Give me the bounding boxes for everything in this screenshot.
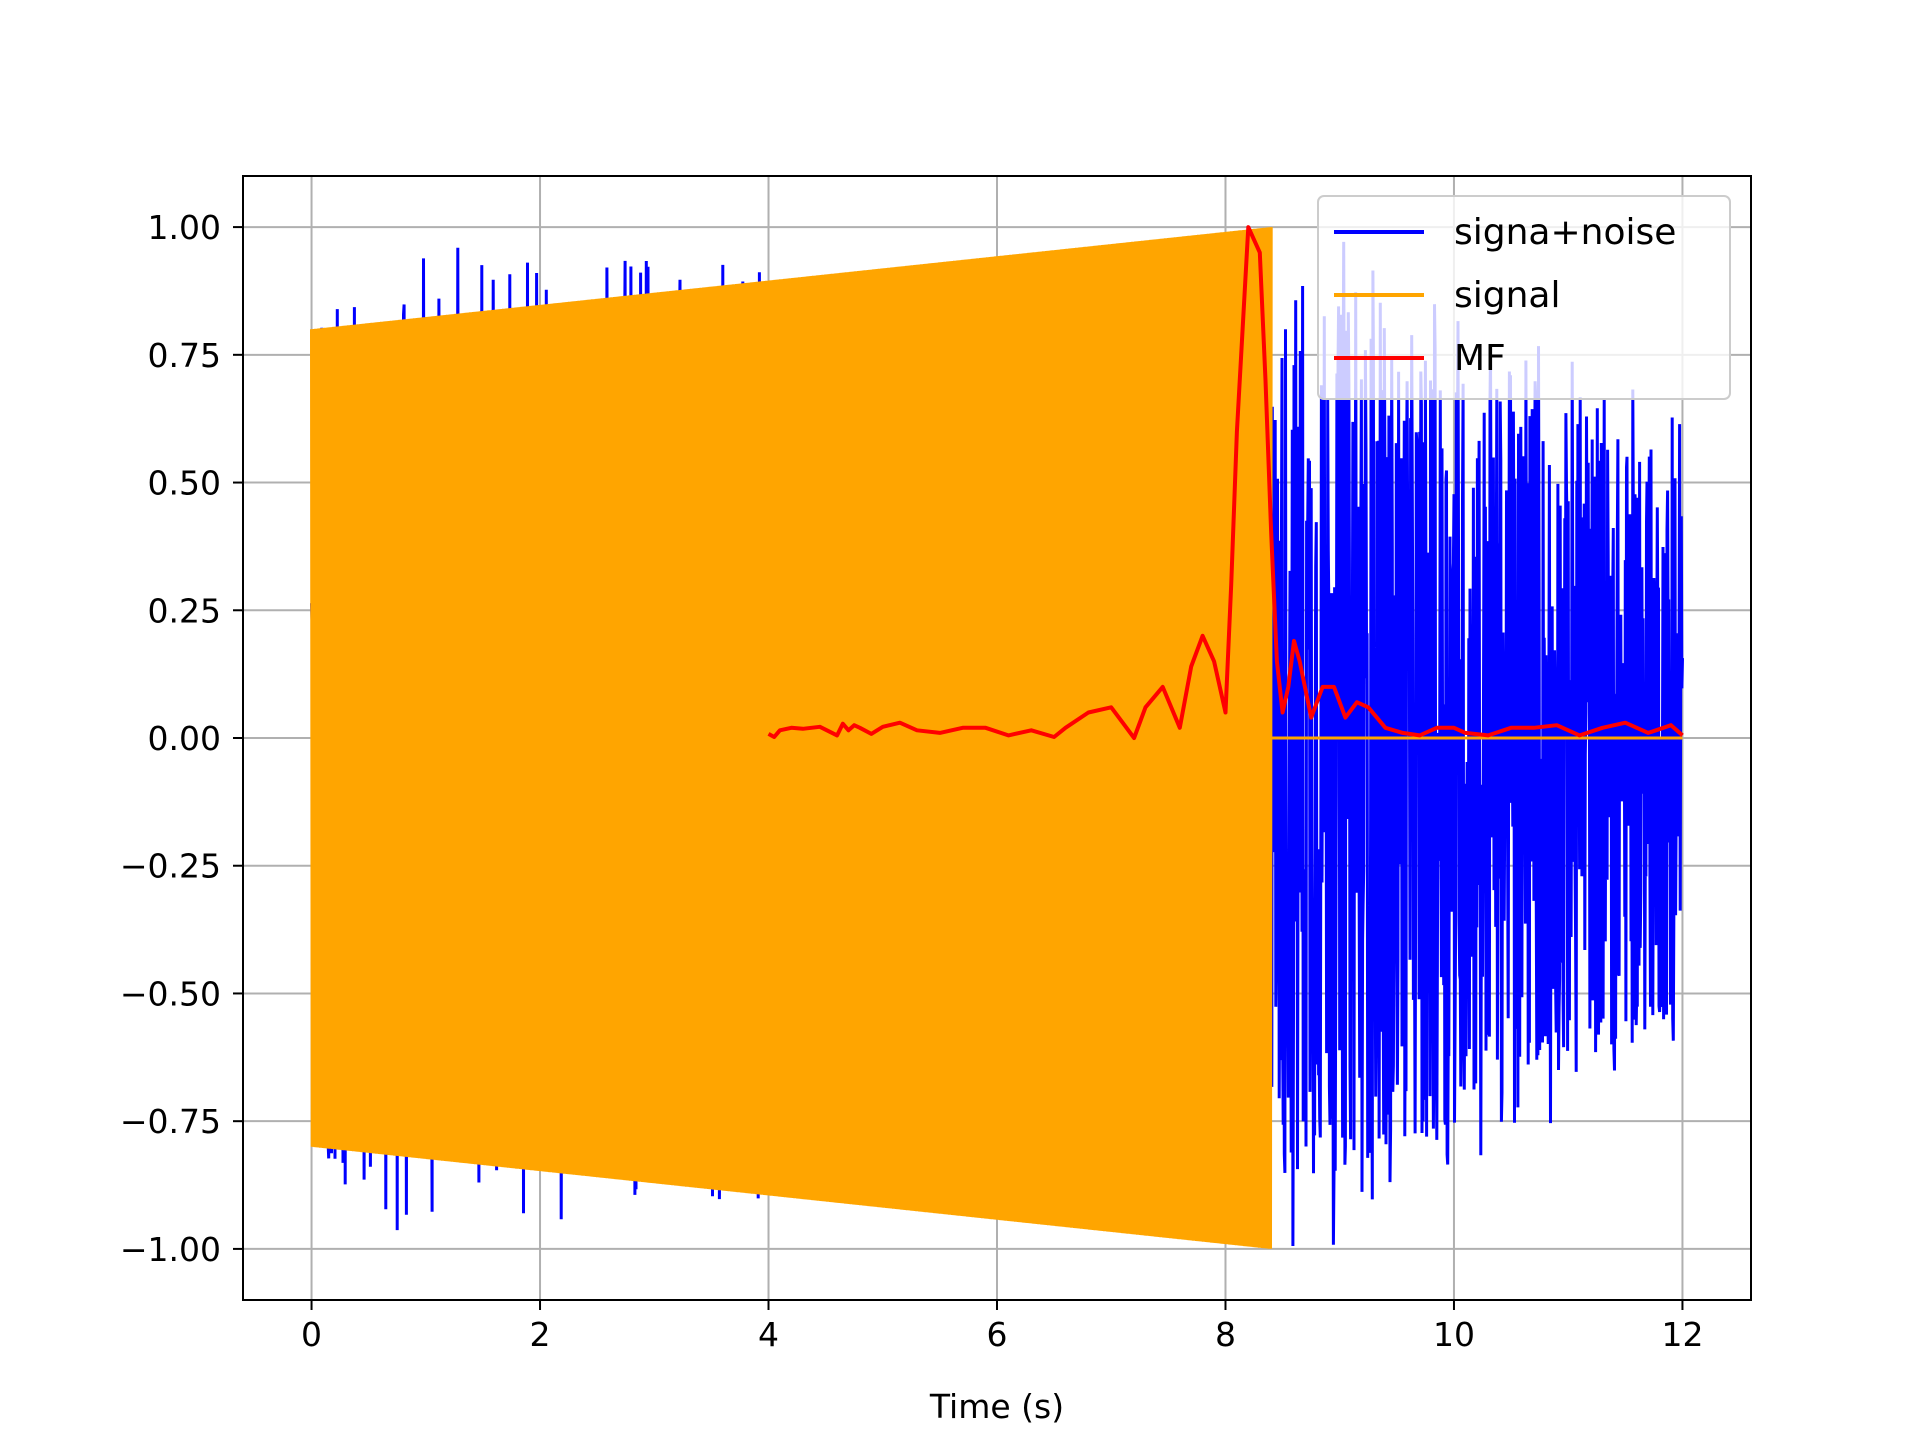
legend: signa+noise signal MF: [1317, 195, 1731, 400]
x-tick-label: 2: [530, 1315, 551, 1354]
x-tick-label: 10: [1433, 1315, 1475, 1354]
legend-label-signal: signal: [1454, 275, 1561, 316]
y-tick-label: −0.25: [120, 847, 221, 886]
y-tick-label: 0.25: [148, 591, 221, 630]
ticks: 0 2 4 6 8 10 12 1.00 0.75 0.50 0.25 0.00 −0.25 −0.50 −…: [120, 208, 1704, 1354]
y-tick-label: −0.75: [120, 1102, 221, 1141]
y-tick-label: −0.50: [120, 974, 221, 1013]
y-tick-label: 0.75: [148, 336, 221, 375]
legend-label-mf: MF: [1454, 338, 1506, 379]
x-tick-label: 8: [1215, 1315, 1236, 1354]
legend-frame: [1317, 195, 1731, 400]
x-tick-label: 6: [987, 1315, 1008, 1354]
legend-label-signal-noise: signa+noise: [1454, 212, 1676, 253]
y-tick-label: 0.50: [148, 464, 221, 503]
series-mf-line: [767, 225, 1684, 740]
y-tick-label: 0.00: [148, 719, 221, 758]
x-tick-label: 0: [301, 1315, 322, 1354]
series-signal-line: [310, 227, 1683, 1249]
y-tick-label: 1.00: [148, 208, 221, 247]
y-tick-label: −1.00: [120, 1230, 221, 1269]
x-tick-label: 4: [758, 1315, 779, 1354]
x-axis-label: Time (s): [929, 1387, 1064, 1426]
x-tick-label: 12: [1661, 1315, 1703, 1354]
plot-area: [310, 225, 1684, 1249]
